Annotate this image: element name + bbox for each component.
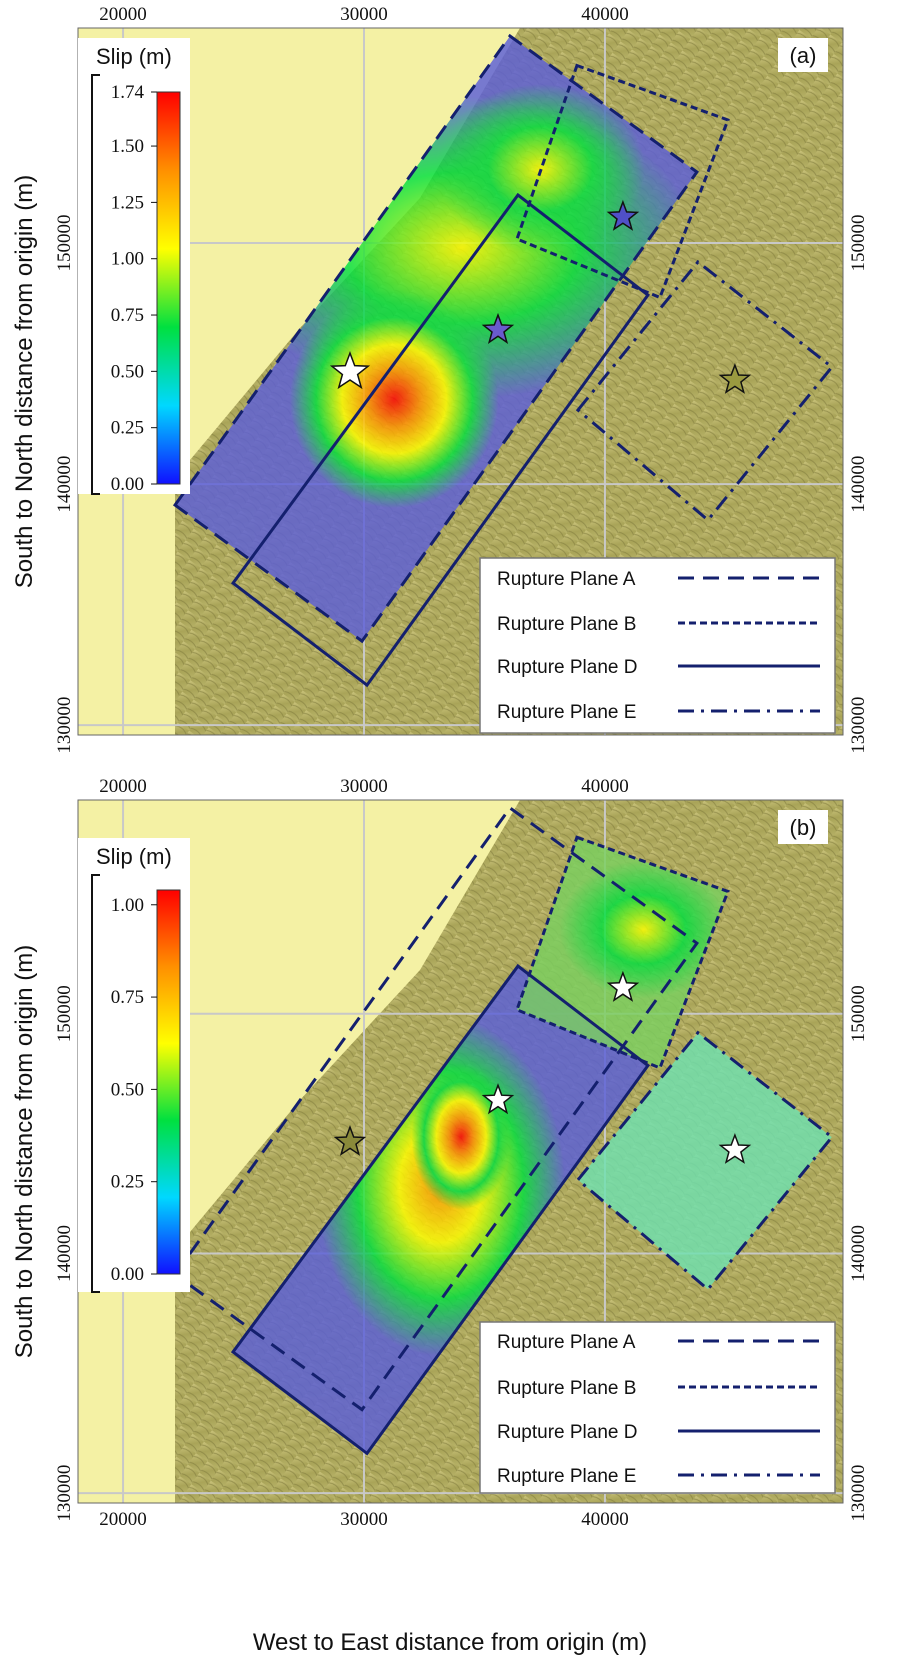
x-tick-label: 30000 (340, 4, 388, 25)
colorbar-tick-label: 1.50 (111, 136, 144, 157)
y-tick-label: 130000 (848, 1465, 869, 1522)
colorbar-tick-label: 1.25 (111, 192, 144, 213)
x-tick-label: 20000 (99, 1509, 147, 1530)
colorbar-tick-label: 0.00 (111, 474, 144, 495)
x-tick-label: 30000 (340, 776, 388, 797)
colorbar-tick-label: 0.00 (111, 1264, 144, 1285)
colorbar-tick-label: 0.50 (111, 361, 144, 382)
y-tick-label: 140000 (54, 456, 75, 513)
colorbar-tick-label: 0.75 (111, 305, 144, 326)
panel-label: (a) (790, 43, 817, 68)
y-axis-title: South to North distance from origin (m) (11, 175, 38, 589)
y-tick-label: 140000 (848, 456, 869, 513)
y-tick-label: 140000 (54, 1225, 75, 1282)
legend-label: Rupture Plane A (497, 1332, 636, 1353)
legend-label: Rupture Plane B (497, 614, 636, 635)
y-tick-label: 130000 (848, 697, 869, 754)
colorbar-title: Slip (m) (96, 844, 172, 869)
legend-label: Rupture Plane A (497, 569, 636, 590)
colorbar-tick-label: 0.50 (111, 1079, 144, 1100)
y-tick-label: 150000 (848, 985, 869, 1042)
x-tick-label: 40000 (581, 776, 629, 797)
page: { "x_label": "West to East distance from… (0, 0, 921, 1662)
colorbar (157, 890, 180, 1274)
x-tick-label: 20000 (99, 4, 147, 25)
x-axis-title: West to East distance from origin (m) (253, 1629, 647, 1656)
legend-label: Rupture Plane B (497, 1378, 636, 1399)
colorbar-title: Slip (m) (96, 44, 172, 69)
colorbar (157, 92, 180, 484)
legend-label: Rupture Plane D (497, 1422, 637, 1443)
colorbar-tick-label: 1.00 (111, 895, 144, 916)
colorbar-tick-label: 1.74 (111, 82, 145, 103)
colorbar-tick-label: 0.75 (111, 987, 144, 1008)
panel-label: (b) (790, 815, 817, 840)
x-tick-label: 20000 (99, 776, 147, 797)
y-tick-label: 150000 (54, 985, 75, 1042)
legend-label: Rupture Plane E (497, 702, 636, 723)
y-tick-label: 130000 (54, 1465, 75, 1522)
y-tick-label: 150000 (848, 215, 869, 272)
legend-label: Rupture Plane E (497, 1466, 636, 1487)
figure: West to East distance from origin (m) 20… (0, 0, 921, 1662)
legend-label: Rupture Plane D (497, 657, 637, 678)
x-tick-label: 40000 (581, 1509, 629, 1530)
colorbar-tick-label: 0.25 (111, 1172, 144, 1193)
y-axis-title: South to North distance from origin (m) (11, 945, 38, 1359)
y-tick-label: 150000 (54, 215, 75, 272)
y-tick-label: 140000 (848, 1225, 869, 1282)
colorbar-tick-label: 1.00 (111, 249, 144, 270)
x-tick-label: 30000 (340, 1509, 388, 1530)
colorbar-tick-label: 0.25 (111, 418, 144, 439)
y-tick-label: 130000 (54, 697, 75, 754)
x-tick-label: 40000 (581, 4, 629, 25)
slip-patch (290, 290, 499, 508)
